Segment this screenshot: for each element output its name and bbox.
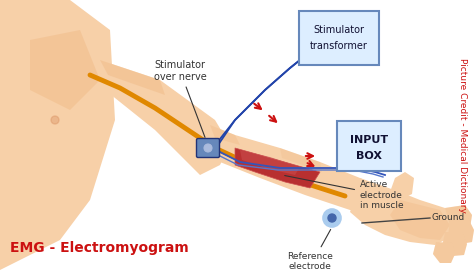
Circle shape (51, 116, 59, 124)
Polygon shape (442, 232, 467, 256)
FancyBboxPatch shape (337, 121, 401, 171)
Polygon shape (448, 218, 474, 244)
Polygon shape (445, 205, 472, 232)
Text: BOX: BOX (356, 151, 382, 161)
Text: Picture Credit - Medical Dictionary: Picture Credit - Medical Dictionary (458, 58, 467, 212)
Polygon shape (200, 125, 400, 222)
Text: Ground: Ground (432, 214, 465, 222)
Text: Active
electrode
in muscle: Active electrode in muscle (285, 176, 404, 210)
Text: Stimulator
over nerve: Stimulator over nerve (154, 60, 206, 137)
Polygon shape (210, 125, 240, 145)
Polygon shape (433, 242, 455, 263)
Text: Stimulator: Stimulator (313, 25, 365, 35)
Circle shape (204, 144, 212, 152)
Circle shape (328, 214, 336, 222)
FancyBboxPatch shape (197, 139, 219, 157)
Polygon shape (30, 30, 100, 110)
Polygon shape (442, 232, 467, 256)
Polygon shape (350, 178, 460, 245)
Text: transformer: transformer (310, 41, 368, 51)
Polygon shape (445, 205, 472, 232)
Text: INPUT: INPUT (350, 135, 388, 145)
Circle shape (323, 209, 341, 227)
Polygon shape (448, 218, 474, 244)
Polygon shape (240, 150, 300, 175)
Text: Reference
electrode
over muscle: Reference electrode over muscle (282, 230, 338, 270)
Polygon shape (390, 200, 450, 240)
Polygon shape (0, 0, 115, 270)
Polygon shape (100, 60, 165, 95)
Polygon shape (433, 242, 455, 263)
Polygon shape (280, 148, 322, 172)
Polygon shape (390, 172, 414, 200)
Polygon shape (100, 60, 230, 175)
FancyBboxPatch shape (299, 11, 379, 65)
Polygon shape (235, 148, 320, 188)
Text: EMG - Electromyogram: EMG - Electromyogram (10, 241, 189, 255)
